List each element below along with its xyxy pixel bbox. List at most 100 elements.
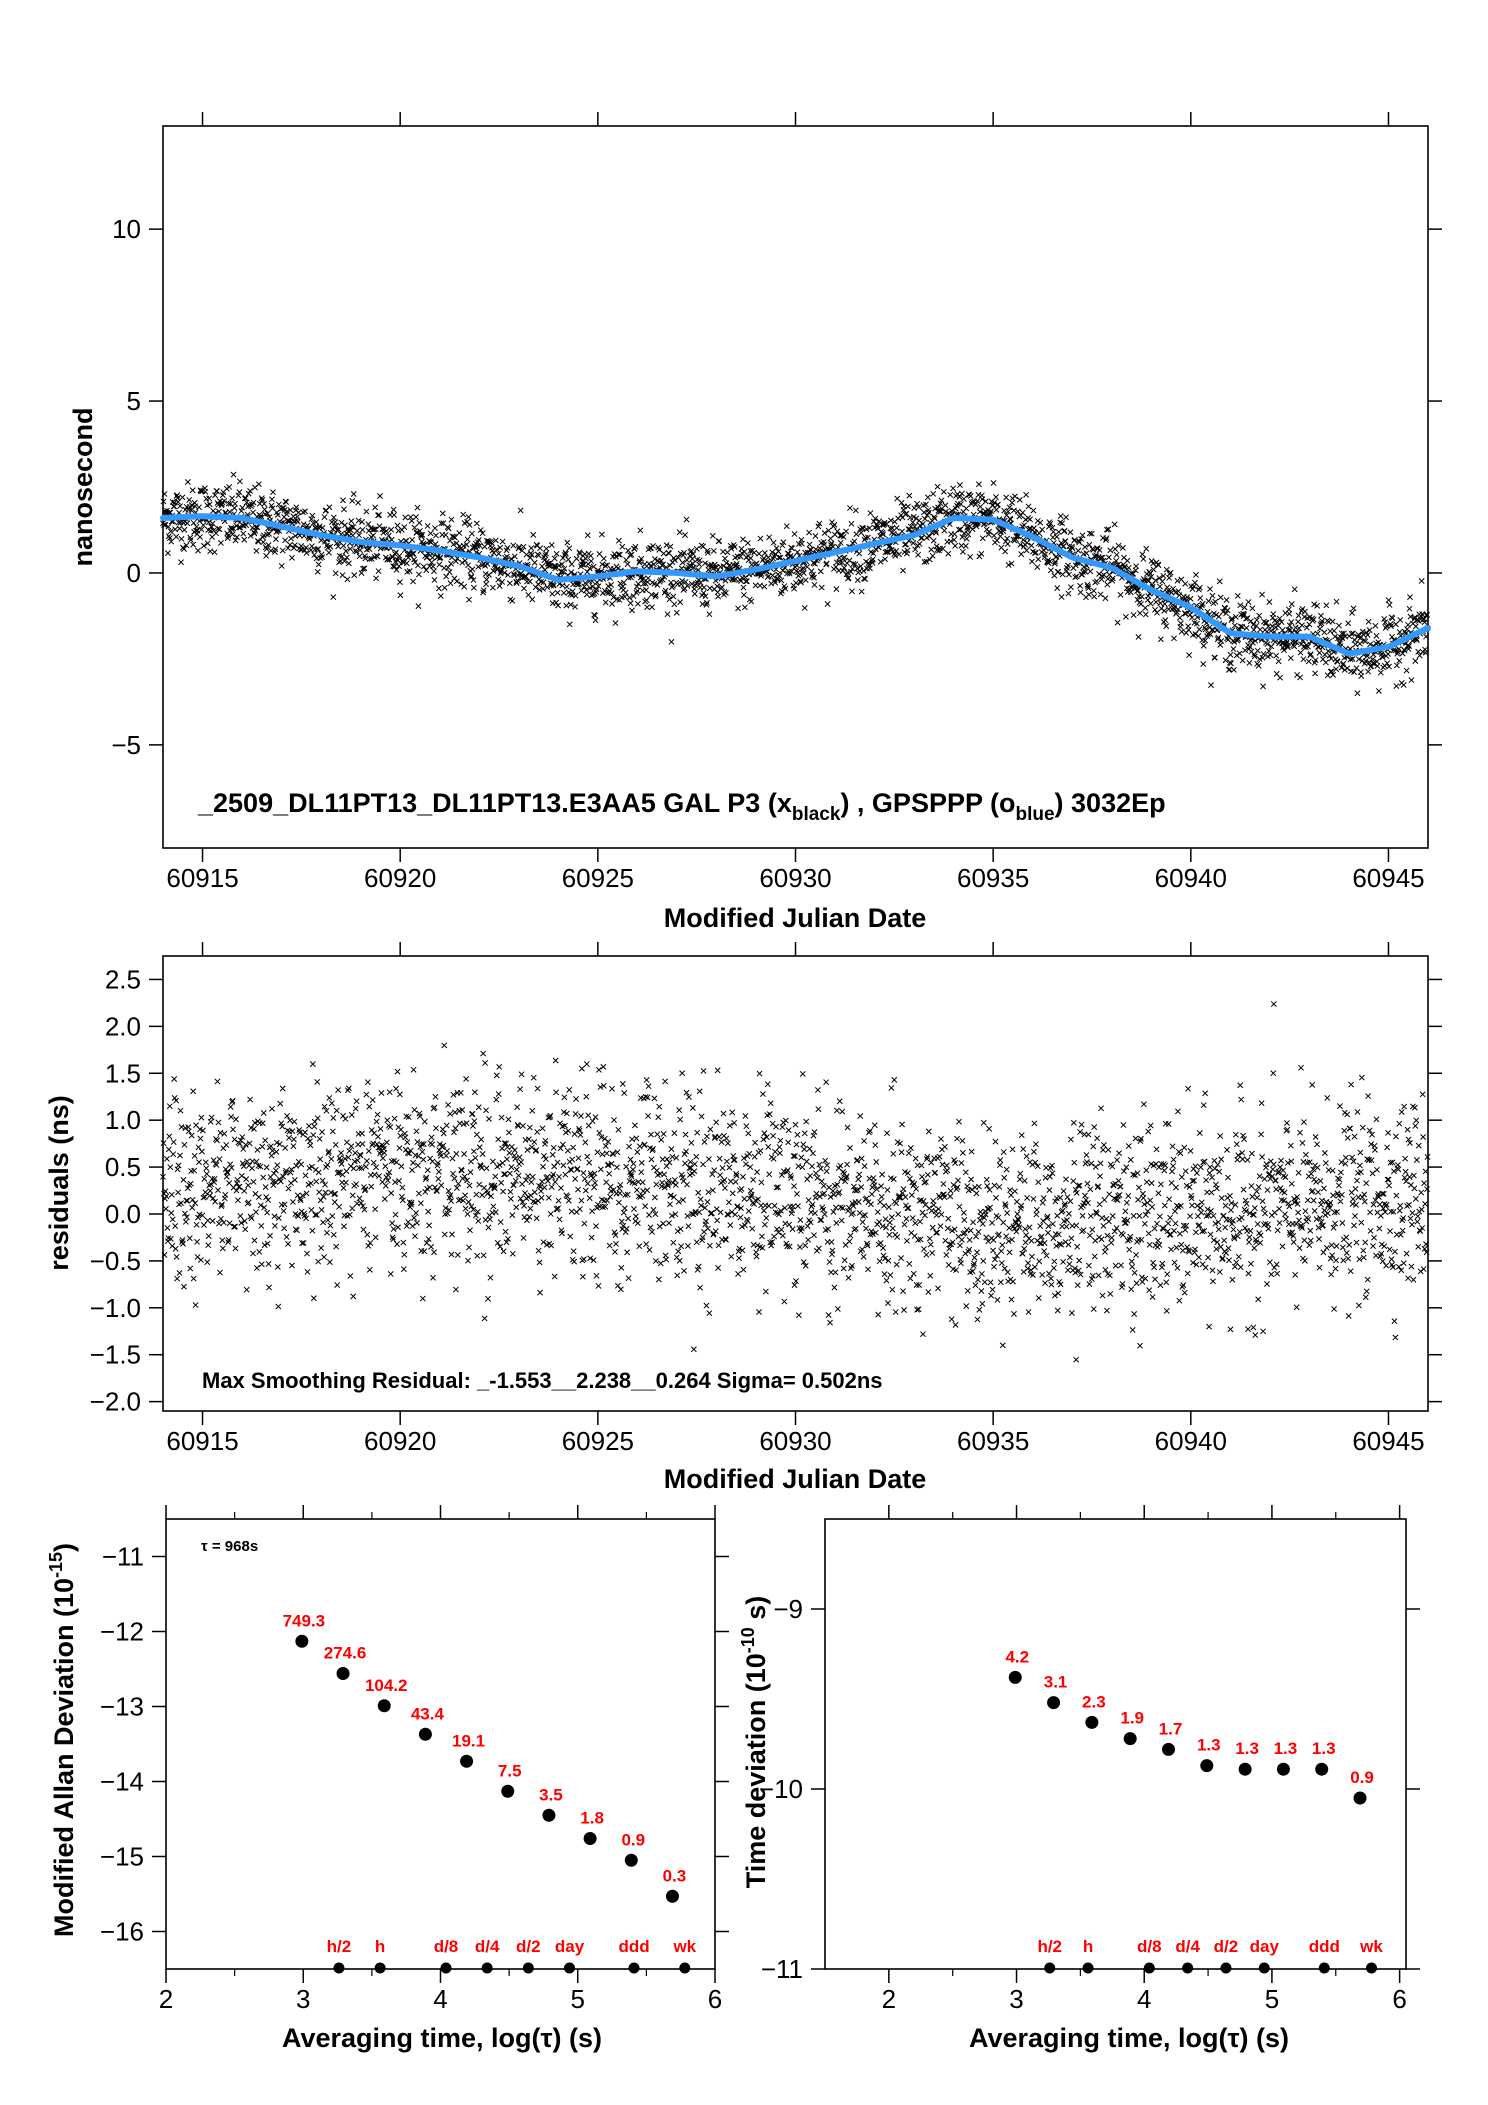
data-point [592, 612, 598, 619]
data-point [776, 554, 782, 561]
data-point [778, 588, 785, 594]
data-point [1003, 494, 1010, 501]
data-point [671, 557, 678, 564]
data-point [840, 533, 847, 540]
data-point [540, 579, 547, 586]
data-point [1113, 557, 1120, 564]
data-point [543, 545, 550, 552]
data-point [560, 589, 567, 596]
data-point [225, 500, 232, 507]
data-point [788, 568, 795, 575]
data-point [1135, 633, 1142, 640]
data-point [432, 525, 438, 532]
data-point [181, 526, 188, 533]
data-point [923, 558, 930, 565]
data-point [1163, 566, 1170, 573]
data-point [239, 504, 246, 511]
data-point [168, 538, 175, 545]
data-point [849, 565, 856, 572]
data-point [161, 521, 167, 528]
data-point [757, 582, 763, 589]
data-point [972, 501, 979, 508]
data-point [446, 569, 453, 576]
data-point [1102, 537, 1109, 543]
x-tick-label: 60935 [957, 863, 1029, 893]
data-point [1008, 560, 1015, 567]
data-point [548, 542, 555, 549]
data-point [356, 553, 363, 560]
data-point [1176, 614, 1183, 621]
data-point [1076, 539, 1083, 546]
data-point [710, 547, 717, 554]
data-point [438, 520, 445, 527]
data-point [278, 563, 285, 569]
data-point [866, 565, 873, 572]
data-point [1234, 592, 1241, 599]
data-point [1021, 522, 1028, 529]
data-point [536, 586, 543, 593]
data-point [430, 563, 436, 570]
data-point [982, 508, 989, 515]
data-point [448, 560, 454, 567]
data-point [1016, 496, 1023, 503]
data-point [375, 568, 382, 575]
data-point [396, 579, 403, 586]
data-point [1051, 560, 1058, 567]
data-point [1163, 623, 1170, 630]
data-point [162, 521, 169, 528]
data-point [1241, 604, 1248, 611]
data-point [379, 526, 386, 533]
data-point [1023, 547, 1030, 554]
data-point [283, 499, 290, 506]
data-point [1133, 563, 1140, 570]
data-point [1130, 612, 1137, 618]
data-point [841, 564, 848, 571]
data-point [766, 534, 773, 541]
data-point [1121, 563, 1128, 570]
data-point [896, 551, 903, 558]
data-point [240, 530, 247, 537]
data-point [1117, 591, 1124, 598]
data-point [1018, 551, 1025, 558]
data-point [333, 540, 340, 547]
data-point [190, 541, 197, 548]
data-point [800, 565, 807, 572]
data-point [1082, 568, 1089, 575]
data-point [988, 508, 995, 515]
data-point [884, 548, 890, 555]
data-point [1052, 558, 1059, 565]
data-point [317, 555, 324, 561]
data-point [719, 584, 725, 591]
data-point [858, 529, 865, 536]
data-point [542, 552, 549, 559]
data-point [1102, 595, 1109, 602]
data-point [178, 535, 185, 542]
data-point [1037, 519, 1044, 526]
data-point [666, 550, 672, 557]
data-point [319, 524, 326, 531]
data-point [620, 579, 627, 586]
x-tick-label: 60915 [166, 1426, 238, 1456]
data-point [204, 540, 211, 547]
data-point [986, 528, 993, 535]
data-point [612, 620, 619, 627]
data-point [1103, 535, 1110, 542]
data-point [499, 538, 506, 545]
data-point [581, 583, 588, 590]
data-point [794, 549, 801, 556]
data-point [791, 585, 797, 592]
data-point [325, 549, 332, 556]
data-point [391, 512, 398, 518]
data-point [758, 572, 764, 579]
data-point [1027, 516, 1033, 523]
data-point [401, 524, 408, 531]
data-point [496, 583, 503, 589]
data-point [564, 539, 571, 546]
data-point [800, 570, 807, 576]
data-point [865, 534, 871, 541]
data-point [963, 505, 970, 512]
data-point [990, 480, 997, 486]
data-point [740, 536, 746, 543]
data-point [294, 513, 301, 520]
